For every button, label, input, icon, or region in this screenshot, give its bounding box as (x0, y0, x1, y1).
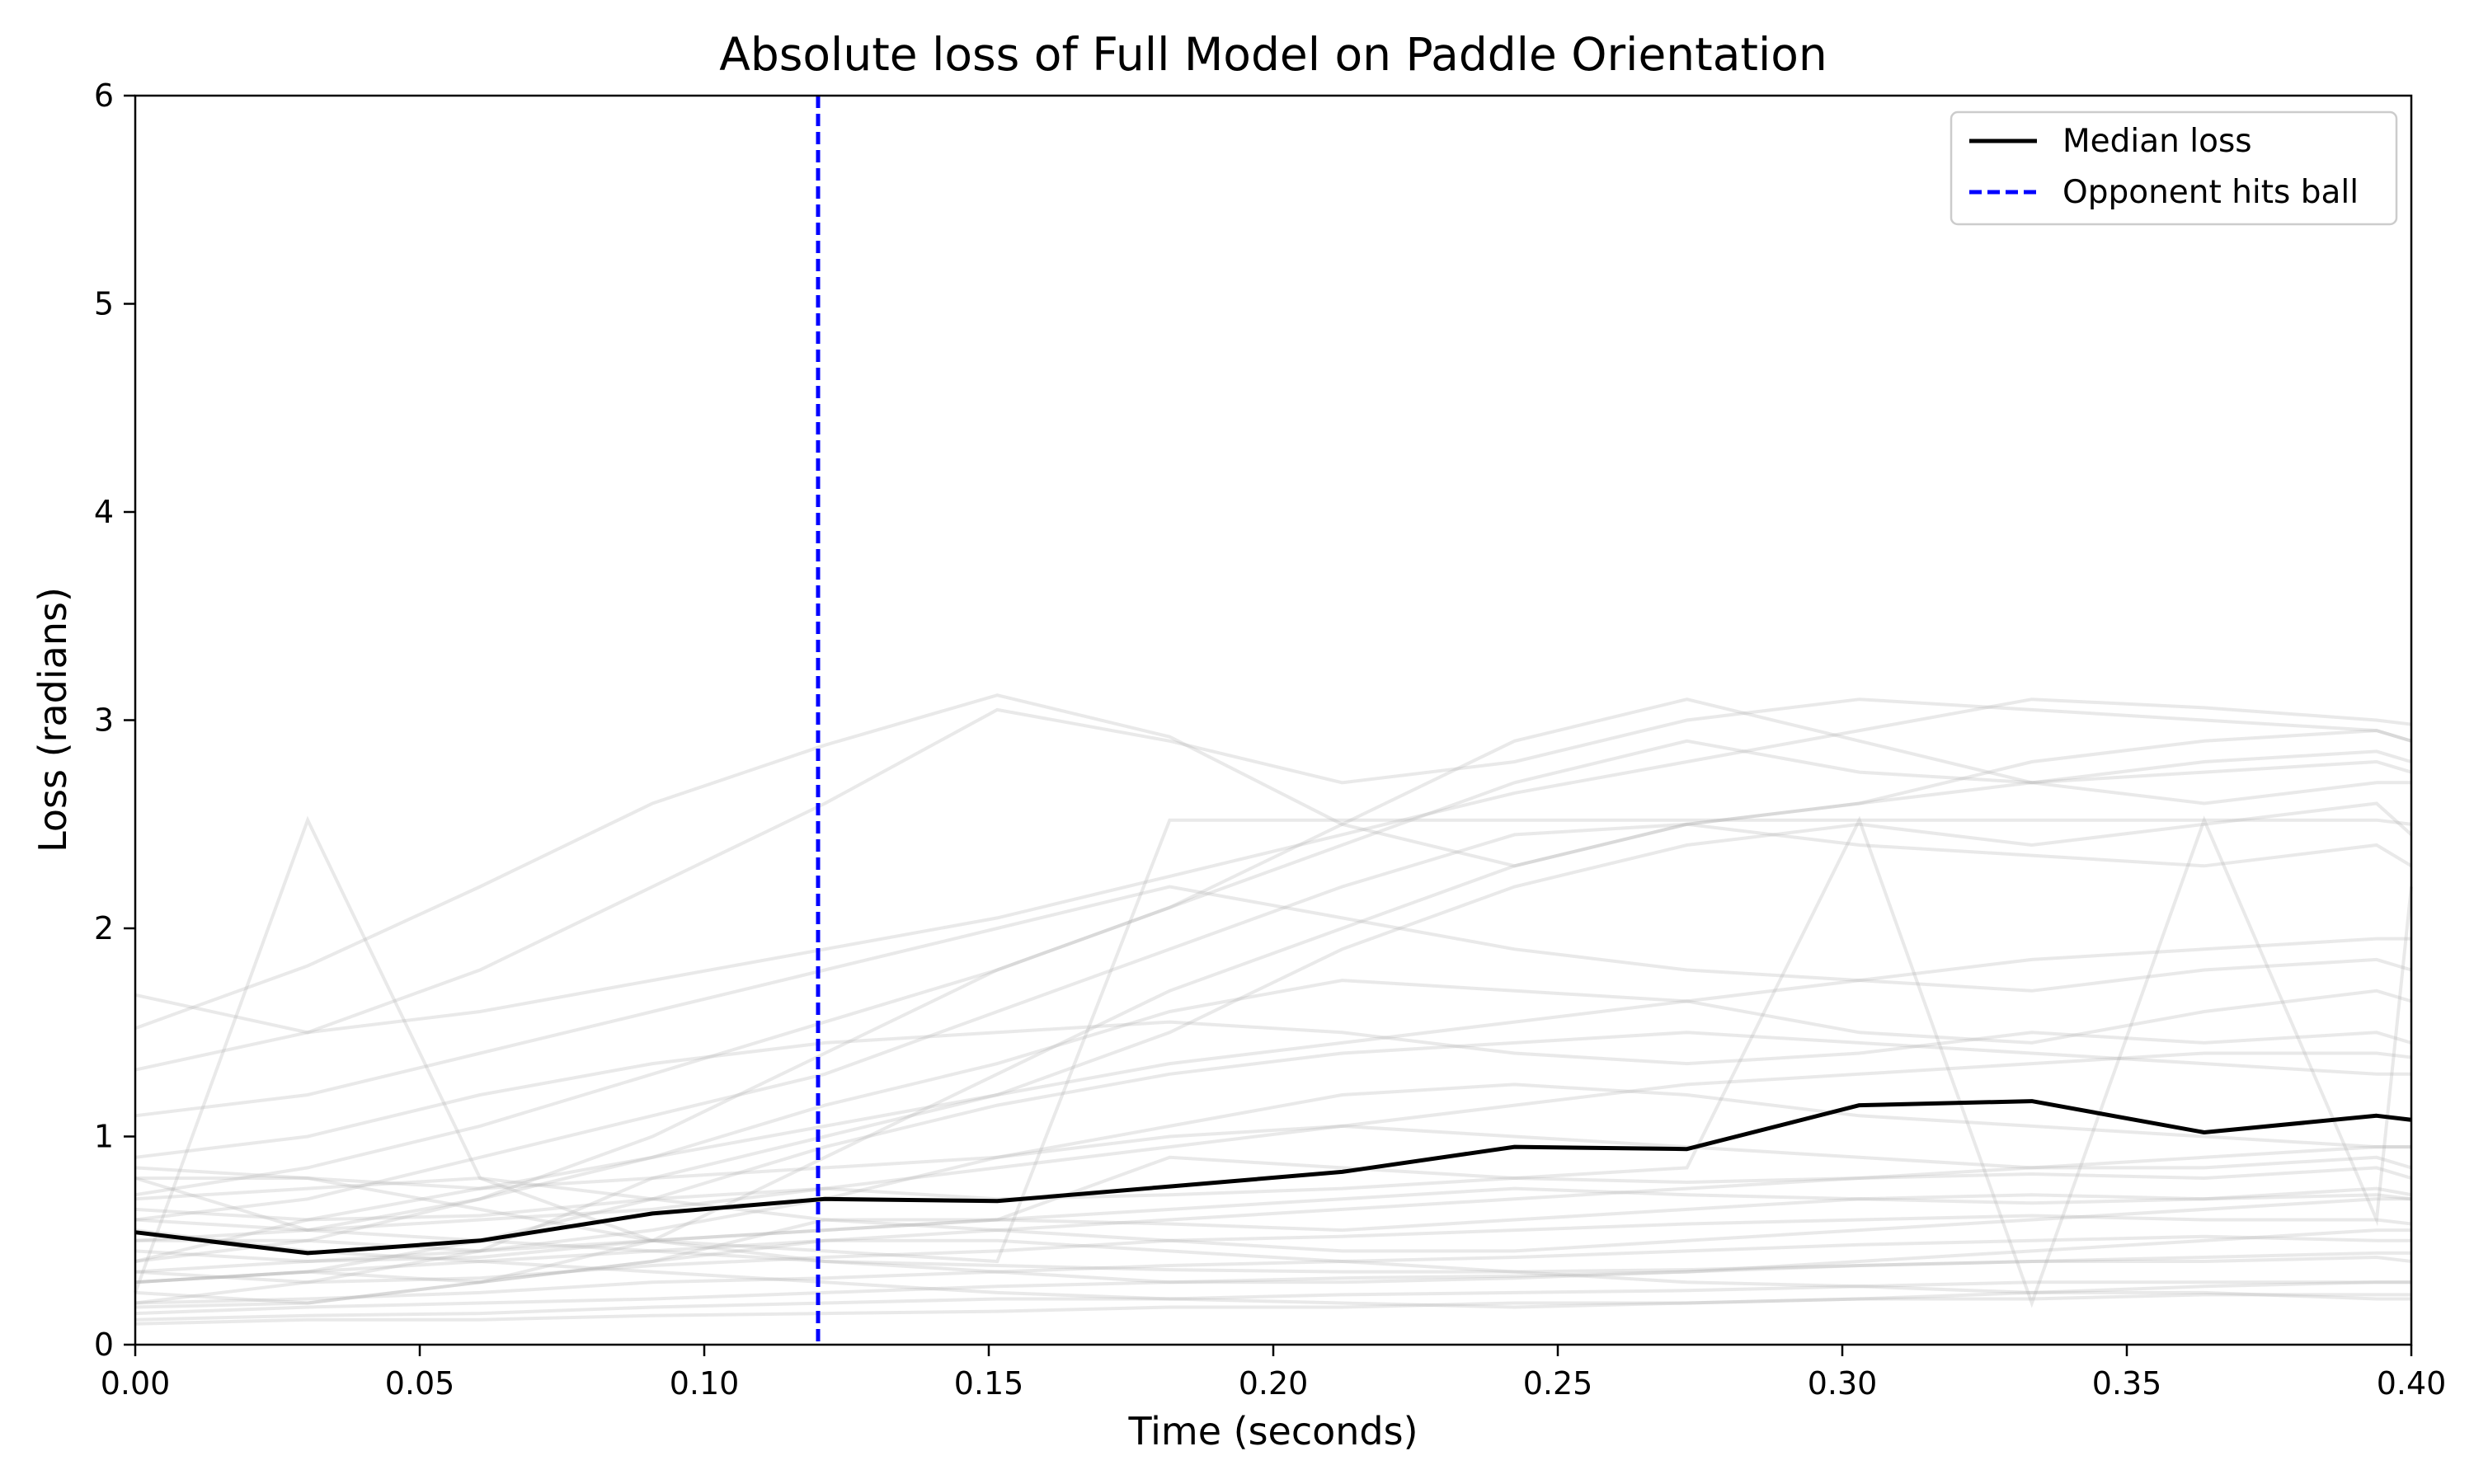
trial-line (135, 979, 2412, 1242)
x-tick-label: 0.15 (954, 1365, 1024, 1402)
trial-line (134, 1051, 2412, 1242)
chart-title: Absolute loss of Full Model on Paddle Or… (719, 28, 1827, 81)
x-tick-label: 0.05 (385, 1365, 455, 1402)
trial-line (134, 822, 2413, 1222)
trial-line (134, 815, 2412, 1294)
median-loss-line-group (134, 1099, 2412, 1256)
trial-line (134, 801, 2413, 1263)
median-loss-line (134, 1099, 2412, 1256)
y-tick-label: 2 (94, 910, 114, 946)
trial-line (134, 1166, 2412, 1222)
trial-line (134, 759, 2412, 1309)
y-tick-label: 0 (94, 1327, 114, 1363)
x-tick-label: 0.20 (1239, 1365, 1309, 1402)
trial-line (134, 1020, 2412, 1159)
trial-line (134, 937, 2411, 1263)
y-axis-ticks: 0 1 2 3 4 5 6 (94, 77, 135, 1363)
y-axis-label: Loss (radians) (31, 587, 75, 852)
y-tick-label: 6 (94, 77, 114, 114)
trial-line (134, 697, 2412, 1072)
legend-vline-label: Opponent hits ball (2062, 174, 2359, 211)
y-tick-label: 4 (94, 494, 114, 530)
trial-line (134, 1255, 2412, 1316)
x-tick-label: 0.35 (2092, 1365, 2162, 1402)
x-tick-label: 0.00 (101, 1365, 171, 1402)
trial-line (134, 1214, 2412, 1284)
trial-lines (134, 693, 2413, 1326)
trial-line (134, 1145, 2411, 1305)
x-tick-label: 0.10 (670, 1365, 740, 1402)
trial-line (134, 693, 2412, 1031)
trial-line (134, 1082, 2411, 1305)
trial-line (134, 885, 2412, 1118)
y-tick-label: 1 (94, 1119, 114, 1155)
trial-line (135, 1124, 2412, 1190)
trial-line (134, 1280, 2411, 1322)
x-tick-label: 0.40 (2377, 1365, 2447, 1402)
trial-line (134, 815, 2413, 1308)
legend-box (1950, 110, 2398, 226)
y-tick-label: 5 (94, 286, 114, 322)
trial-line (134, 1186, 2412, 1274)
trial-line (134, 1186, 2412, 1264)
x-axis-ticks: 0.00 0.05 0.10 0.15 0.20 0.25 0.30 0.35 0.40 (101, 1345, 2447, 1402)
x-tick-label: 0.30 (1808, 1365, 1878, 1402)
trial-line (134, 1176, 2411, 1253)
trial-line (134, 1166, 2411, 1284)
trial-line (134, 1228, 2411, 1301)
trial-line (134, 697, 2411, 1233)
trial-line (134, 1031, 2411, 1284)
x-axis-label: Time (seconds) (1127, 1409, 1418, 1453)
trial-line (134, 1293, 2411, 1326)
legend: Median loss Opponent hits ball (1950, 110, 2398, 226)
trial-line (134, 697, 2412, 1035)
legend-median-label: Median loss (2062, 123, 2252, 160)
x-tick-label: 0.25 (1523, 1365, 1593, 1402)
y-tick-label: 3 (94, 702, 114, 739)
trial-line (134, 1218, 2411, 1274)
trial-line (134, 1259, 2411, 1309)
trial-line (134, 1234, 2411, 1305)
trial-line (134, 739, 2412, 1197)
